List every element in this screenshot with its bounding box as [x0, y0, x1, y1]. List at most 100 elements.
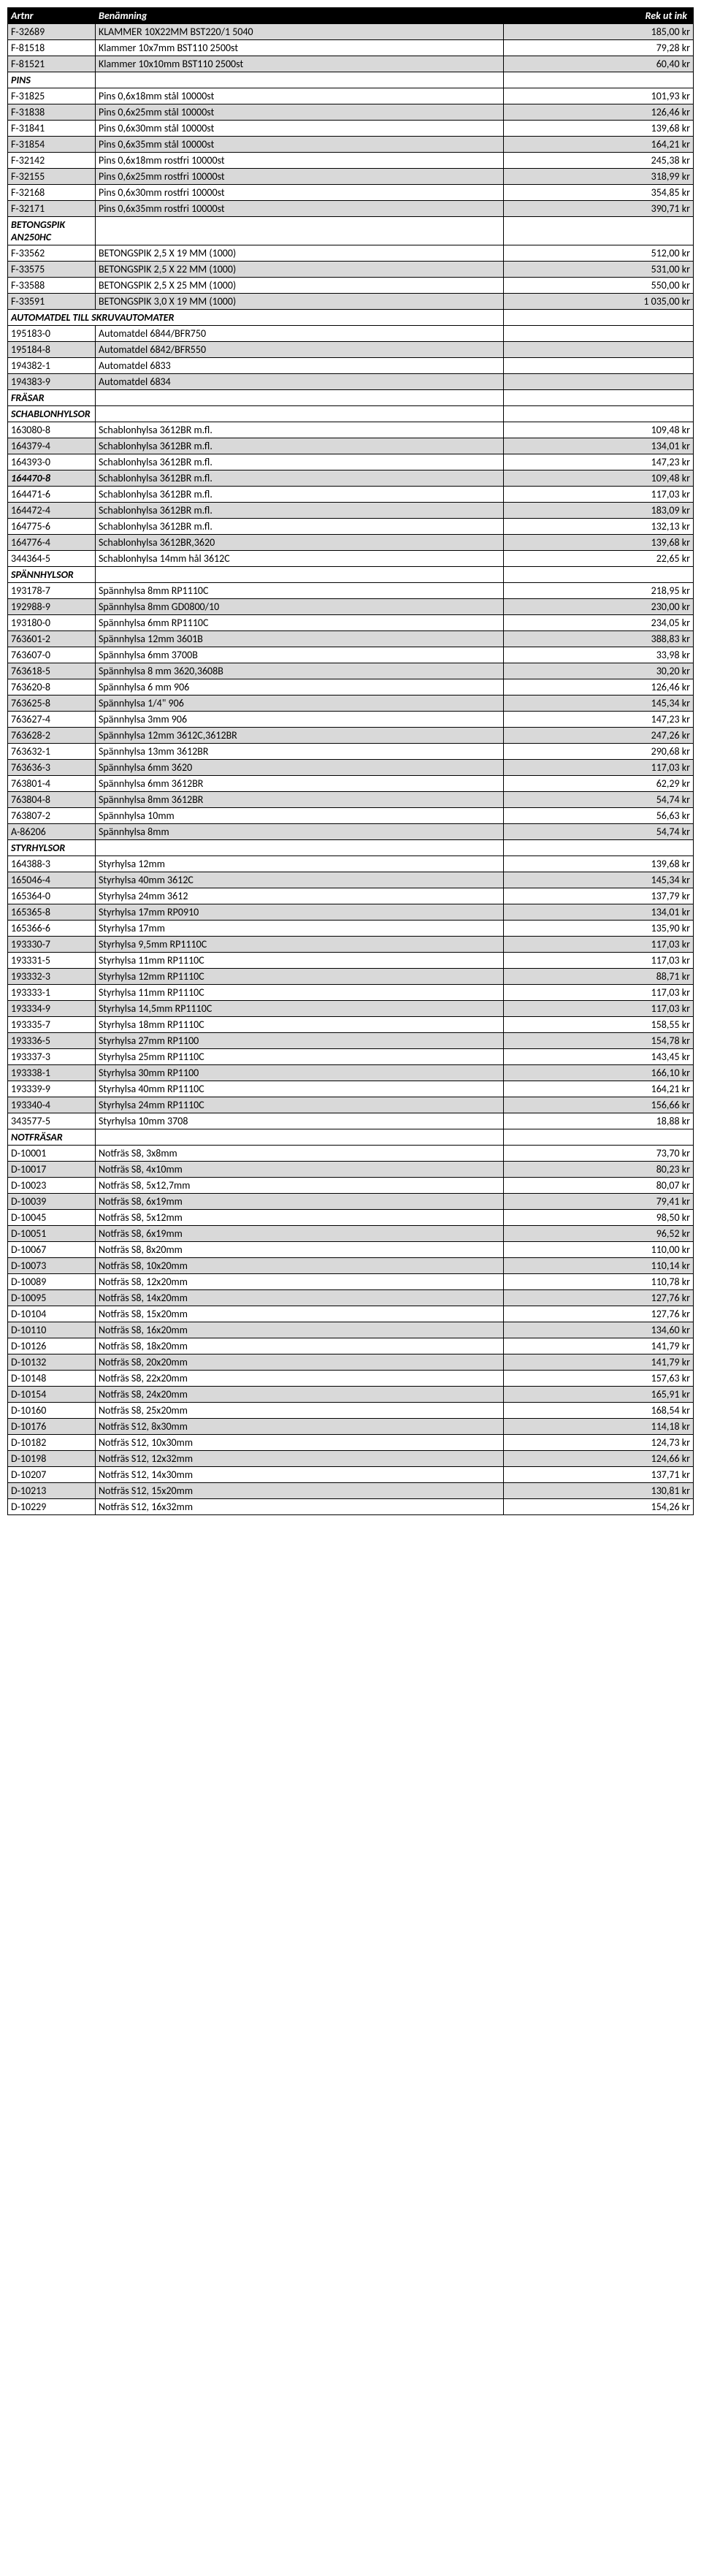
cell-name: Styrhylsa 14,5mm RP1110C [95, 1001, 503, 1017]
table-row: D-10017Notfräs S8, 4x10mm80,23 kr [8, 1162, 694, 1178]
cell-artnr: A-86206 [8, 824, 96, 840]
table-row: 164470-8Schablonhylsa 3612BR m.fl.109,48… [8, 470, 694, 487]
table-row: 195183-0Automatdel 6844/BFR750 [8, 326, 694, 342]
cell-name: Notfräs S8, 15x20mm [95, 1306, 503, 1322]
cell-price: 98,50 kr [504, 1210, 694, 1226]
cell-price: 110,00 kr [504, 1242, 694, 1258]
section-header: PINS [8, 72, 694, 88]
table-row: 163080-8Schablonhylsa 3612BR m.fl.109,48… [8, 422, 694, 438]
cell-name: Spännhylsa 3mm 906 [95, 712, 503, 728]
cell-price: 127,76 kr [504, 1306, 694, 1322]
cell-artnr: 193337-3 [8, 1049, 96, 1065]
cell-name: Schablonhylsa 3612BR m.fl. [95, 422, 503, 438]
cell-price: 79,41 kr [504, 1194, 694, 1210]
cell-name: Automatdel 6833 [95, 358, 503, 374]
cell-price: 185,00 kr [504, 24, 694, 40]
table-row: 165365-8Styrhylsa 17mm RP0910134,01 kr [8, 904, 694, 921]
cell-price: 30,20 kr [504, 663, 694, 679]
table-row: F-33588BETONGSPIK 2,5 X 25 MM (1000)550,… [8, 278, 694, 294]
cell-price: 245,38 kr [504, 153, 694, 169]
table-row: F-32689KLAMMER 10X22MM BST220/1 5040185,… [8, 24, 694, 40]
cell-price: 218,95 kr [504, 583, 694, 599]
cell-price [504, 326, 694, 342]
cell-name: Spännhylsa 8mm GD0800/10 [95, 599, 503, 615]
cell-price: 110,14 kr [504, 1258, 694, 1274]
cell-name: Schablonhylsa 3612BR m.fl. [95, 487, 503, 503]
cell-name: Spännhylsa 12mm 3612C,3612BR [95, 728, 503, 744]
table-row: 193339-9Styrhylsa 40mm RP1110C164,21 kr [8, 1081, 694, 1097]
cell-price: 117,03 kr [504, 1001, 694, 1017]
cell-artnr: 194383-9 [8, 374, 96, 390]
table-row: D-10198Notfräs S12, 12x32mm124,66 kr [8, 1451, 694, 1467]
cell-artnr: F-33575 [8, 262, 96, 278]
table-row: D-10023Notfräs S8, 5x12,7mm80,07 kr [8, 1178, 694, 1194]
cell-price: 73,70 kr [504, 1146, 694, 1162]
cell-artnr: F-33588 [8, 278, 96, 294]
table-row: F-31841Pins 0,6x30mm stål 10000st139,68 … [8, 121, 694, 137]
cell-artnr: D-10160 [8, 1403, 96, 1419]
cell-name: BETONGSPIK 2,5 X 19 MM (1000) [95, 245, 503, 262]
table-row: F-32171Pins 0,6x35mm rostfri 10000st390,… [8, 201, 694, 217]
cell-name: Notfräs S8, 6x19mm [95, 1194, 503, 1210]
cell-name: Spännhylsa 8 mm 3620,3608B [95, 663, 503, 679]
section-title: NOTFRÄSAR [8, 1129, 96, 1146]
cell-artnr: 165046-4 [8, 872, 96, 888]
table-row: 763804-8Spännhylsa 8mm 3612BR54,74 kr [8, 792, 694, 808]
cell-artnr: D-10148 [8, 1371, 96, 1387]
cell-name: Notfräs S8, 16x20mm [95, 1322, 503, 1338]
cell-artnr: 193332-3 [8, 969, 96, 985]
cell-artnr: 763804-8 [8, 792, 96, 808]
cell-name: Styrhylsa 10mm 3708 [95, 1113, 503, 1129]
cell-artnr: D-10154 [8, 1387, 96, 1403]
cell-artnr: D-10182 [8, 1435, 96, 1451]
cell-name: Pins 0,6x35mm stål 10000st [95, 137, 503, 153]
cell-price: 137,79 kr [504, 888, 694, 904]
table-row: 763636-3Spännhylsa 6mm 3620117,03 kr [8, 760, 694, 776]
table-row: D-10154Notfräs S8, 24x20mm165,91 kr [8, 1387, 694, 1403]
cell-price: 168,54 kr [504, 1403, 694, 1419]
cell-name: Styrhylsa 40mm 3612C [95, 872, 503, 888]
cell-name: Spännhylsa 8mm RP1110C [95, 583, 503, 599]
cell-price: 126,46 kr [504, 104, 694, 121]
cell-name: Spännhylsa 6mm 3612BR [95, 776, 503, 792]
table-row: 193331-5Styrhylsa 11mm RP1110C117,03 kr [8, 953, 694, 969]
cell-artnr: 193330-7 [8, 937, 96, 953]
cell-name: Spännhylsa 1/4" 906 [95, 696, 503, 712]
cell-price: 512,00 kr [504, 245, 694, 262]
cell-name: Schablonhylsa 3612BR m.fl. [95, 503, 503, 519]
cell-price: 54,74 kr [504, 824, 694, 840]
table-row: 193338-1Styrhylsa 30mm RP1100166,10 kr [8, 1065, 694, 1081]
table-row: 763601-2Spännhylsa 12mm 3601B388,83 kr [8, 631, 694, 647]
cell-price: 388,83 kr [504, 631, 694, 647]
cell-name: Spännhylsa 10mm [95, 808, 503, 824]
cell-name: Notfräs S12, 10x30mm [95, 1435, 503, 1451]
cell-price: 154,78 kr [504, 1033, 694, 1049]
table-row: 165366-6Styrhylsa 17mm135,90 kr [8, 921, 694, 937]
cell-name: Spännhylsa 8mm 3612BR [95, 792, 503, 808]
cell-price: 550,00 kr [504, 278, 694, 294]
cell-artnr: 763807-2 [8, 808, 96, 824]
section-header: SCHABLONHYLSOR [8, 406, 694, 422]
cell-name: Notfräs S8, 18x20mm [95, 1338, 503, 1354]
table-row: D-10104Notfräs S8, 15x20mm127,76 kr [8, 1306, 694, 1322]
cell-price: 154,26 kr [504, 1499, 694, 1515]
cell-artnr: D-10198 [8, 1451, 96, 1467]
cell-artnr: D-10110 [8, 1322, 96, 1338]
table-row: D-10089Notfräs S8, 12x20mm110,78 kr [8, 1274, 694, 1290]
cell-name: Spännhylsa 13mm 3612BR [95, 744, 503, 760]
cell-artnr: 193335-7 [8, 1017, 96, 1033]
cell-price: 80,23 kr [504, 1162, 694, 1178]
cell-price: 290,68 kr [504, 744, 694, 760]
cell-artnr: D-10089 [8, 1274, 96, 1290]
table-row: 763632-1Spännhylsa 13mm 3612BR290,68 kr [8, 744, 694, 760]
cell-name: Klammer 10x10mm BST110 2500st [95, 56, 503, 72]
table-row: 193330-7Styrhylsa 9,5mm RP1110C117,03 kr [8, 937, 694, 953]
table-row: 193337-3Styrhylsa 25mm RP1110C143,45 kr [8, 1049, 694, 1065]
cell-name: Pins 0,6x25mm rostfri 10000st [95, 169, 503, 185]
table-row: 165046-4Styrhylsa 40mm 3612C145,34 kr [8, 872, 694, 888]
cell-artnr: 195183-0 [8, 326, 96, 342]
cell-price: 139,68 kr [504, 535, 694, 551]
cell-price: 147,23 kr [504, 712, 694, 728]
table-row: 194383-9Automatdel 6834 [8, 374, 694, 390]
cell-price: 134,01 kr [504, 904, 694, 921]
